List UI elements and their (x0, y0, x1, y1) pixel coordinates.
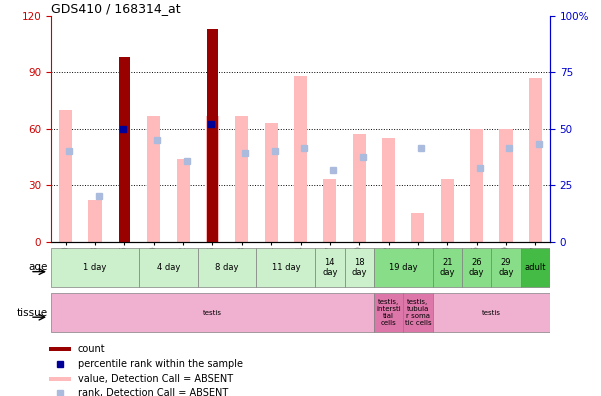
FancyBboxPatch shape (403, 293, 433, 333)
Text: count: count (78, 344, 106, 354)
Bar (59, 110, 72, 242)
Bar (323, 179, 337, 242)
Bar (499, 129, 513, 242)
Bar (529, 78, 542, 242)
Text: 21
day: 21 day (439, 258, 455, 277)
Bar (206, 116, 219, 242)
FancyBboxPatch shape (433, 248, 462, 287)
Text: 4 day: 4 day (157, 263, 180, 272)
Bar (441, 179, 454, 242)
Text: 18
day: 18 day (352, 258, 367, 277)
Text: testis,
intersti
tial
cells: testis, intersti tial cells (376, 299, 401, 326)
FancyBboxPatch shape (374, 293, 403, 333)
Text: percentile rank within the sample: percentile rank within the sample (78, 359, 243, 369)
Text: 1 day: 1 day (84, 263, 107, 272)
Text: 26
day: 26 day (469, 258, 484, 277)
FancyBboxPatch shape (139, 248, 198, 287)
Text: rank, Detection Call = ABSENT: rank, Detection Call = ABSENT (78, 388, 228, 396)
FancyBboxPatch shape (51, 293, 374, 333)
FancyBboxPatch shape (315, 248, 344, 287)
FancyBboxPatch shape (433, 293, 550, 333)
FancyBboxPatch shape (520, 248, 550, 287)
FancyBboxPatch shape (344, 248, 374, 287)
Text: GDS410 / 168314_at: GDS410 / 168314_at (51, 2, 181, 15)
Bar (49, 347, 71, 351)
Bar (353, 134, 366, 242)
Text: 29
day: 29 day (498, 258, 514, 277)
Text: 19 day: 19 day (389, 263, 418, 272)
Text: testis,
tubula
r soma
tic cells: testis, tubula r soma tic cells (404, 299, 431, 326)
Bar (235, 116, 248, 242)
Bar (411, 213, 424, 242)
Bar (147, 116, 160, 242)
Bar (207, 29, 218, 242)
Text: 8 day: 8 day (215, 263, 239, 272)
Bar (264, 123, 278, 242)
Text: 14
day: 14 day (322, 258, 338, 277)
FancyBboxPatch shape (51, 248, 139, 287)
Bar (49, 377, 71, 381)
FancyBboxPatch shape (462, 248, 491, 287)
Text: testis: testis (482, 310, 501, 316)
Bar (88, 200, 102, 242)
Bar (382, 138, 395, 242)
FancyBboxPatch shape (374, 248, 433, 287)
Text: testis: testis (203, 310, 222, 316)
Bar (177, 159, 190, 242)
Text: tissue: tissue (17, 308, 48, 318)
Text: 11 day: 11 day (272, 263, 300, 272)
Bar (294, 76, 307, 242)
Text: adult: adult (525, 263, 546, 272)
FancyBboxPatch shape (491, 248, 520, 287)
FancyBboxPatch shape (257, 248, 315, 287)
Text: value, Detection Call = ABSENT: value, Detection Call = ABSENT (78, 374, 233, 384)
Text: age: age (29, 262, 48, 272)
Bar (120, 57, 130, 242)
Bar (470, 129, 483, 242)
FancyBboxPatch shape (198, 248, 257, 287)
